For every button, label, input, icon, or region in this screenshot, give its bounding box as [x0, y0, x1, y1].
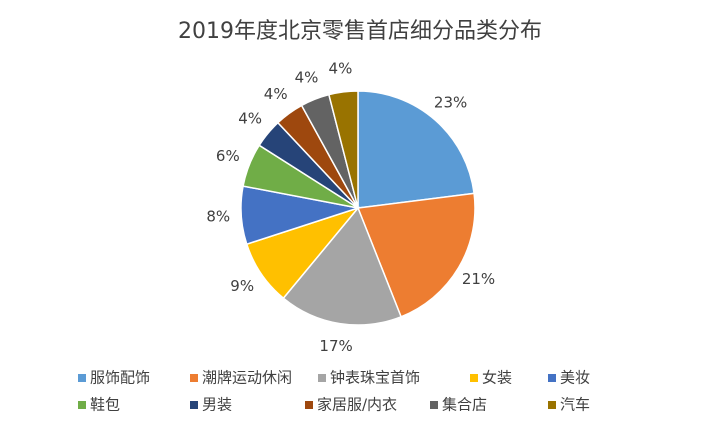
chart-title: 2019年度北京零售首店细分品类分布: [178, 19, 542, 44]
legend-swatch: [78, 374, 86, 382]
pie-slice: [356, 192, 476, 318]
legend-swatch: [548, 401, 556, 409]
legend-label: 钟表珠宝首饰: [330, 369, 420, 387]
data-label: 21%: [462, 270, 495, 288]
legend-label: 服饰配饰: [90, 369, 150, 387]
legend-swatch: [190, 401, 198, 409]
legend-label: 美妆: [560, 369, 590, 387]
pie-slice: [327, 90, 359, 209]
data-label: 6%: [216, 147, 240, 165]
data-label: 9%: [230, 277, 254, 295]
data-label: 4%: [264, 85, 288, 103]
legend-label: 集合店: [442, 396, 487, 414]
data-label: 4%: [329, 60, 353, 78]
legend-swatch: [430, 401, 438, 409]
legend-swatch: [305, 401, 313, 409]
legend-label: 女装: [482, 369, 512, 387]
data-label: 4%: [238, 109, 262, 127]
data-label: 4%: [295, 68, 319, 86]
pie-slice: [282, 206, 403, 326]
legend-label: 男装: [202, 396, 232, 414]
legend-swatch: [78, 401, 86, 409]
pie-slice: [357, 90, 475, 209]
legend-swatch: [190, 374, 198, 382]
legend-swatch: [470, 374, 478, 382]
data-label: 23%: [434, 93, 467, 111]
legend-label: 汽车: [560, 396, 590, 414]
legend-swatch: [318, 374, 326, 382]
data-label: 17%: [319, 337, 352, 355]
legend-swatch: [548, 374, 556, 382]
legend-label: 鞋包: [90, 396, 120, 414]
legend-label: 家居服/内衣: [317, 396, 397, 414]
data-label: 8%: [206, 207, 230, 225]
legend-label: 潮牌运动休闲: [202, 369, 292, 387]
